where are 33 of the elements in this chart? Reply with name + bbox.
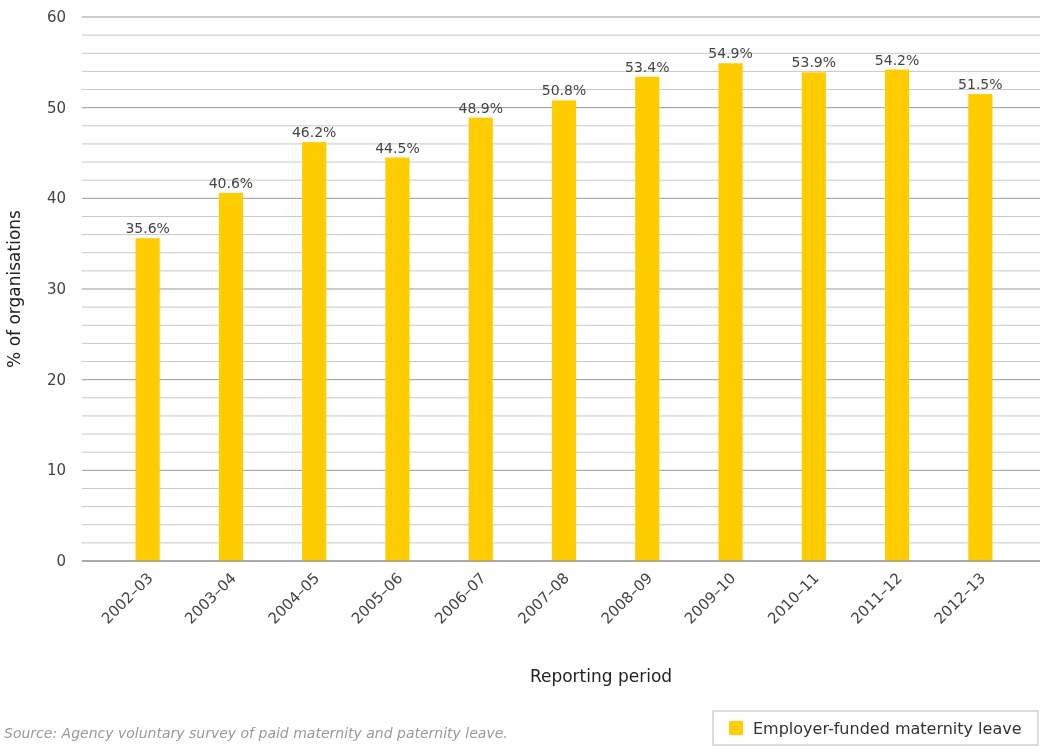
data-label: 35.6% [125,220,170,237]
bar [635,76,660,561]
legend-label: Employer-funded maternity leave [753,719,1022,738]
data-label: 46.2% [291,124,337,141]
source-note: Source: Agency voluntary survey of paid maternity and paternity leave. [4,725,508,741]
bar [718,63,743,561]
data-label: 51.5% [958,76,1003,93]
y-axis-title: % of organisations [4,209,24,368]
bar [135,238,160,561]
bar [385,157,410,561]
y-tick-label: 0 [56,552,66,570]
bar [218,192,243,561]
y-tick-label: 10 [46,461,66,480]
data-label: 53.9% [791,54,837,71]
bar [551,100,577,561]
bar [468,117,493,561]
data-label: 50.8% [541,82,587,99]
bar [801,72,826,561]
data-label: 48.9% [458,99,503,116]
data-label: 44.5% [375,139,420,156]
y-tick-label: 50 [46,98,66,117]
data-label: 54.2% [874,51,920,68]
y-tick-label: 60 [46,8,66,26]
data-label: 40.6% [208,174,254,191]
x-axis-title: Reporting period [529,666,673,686]
bar [885,69,910,561]
data-label: 53.4% [625,58,670,75]
bar [968,94,993,561]
data-label: 54.9% [708,45,753,62]
y-tick-label: 40 [46,189,66,208]
bar [302,142,327,561]
y-tick-label: 30 [46,280,66,298]
y-tick-label: 20 [46,370,66,389]
